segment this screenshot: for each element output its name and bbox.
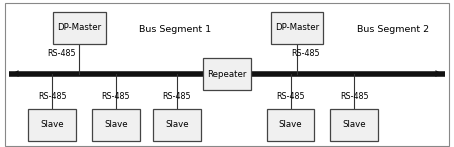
Bar xyxy=(203,58,251,90)
Text: Slave: Slave xyxy=(279,120,302,130)
Bar xyxy=(271,12,323,44)
Text: DP-Master: DP-Master xyxy=(275,23,320,32)
Text: RS-485: RS-485 xyxy=(340,92,369,101)
Text: RS-485: RS-485 xyxy=(38,92,67,101)
Text: Slave: Slave xyxy=(104,120,128,130)
Bar xyxy=(28,109,76,141)
Text: Slave: Slave xyxy=(40,120,64,130)
Text: RS-485: RS-485 xyxy=(163,92,192,101)
Text: Bus Segment 2: Bus Segment 2 xyxy=(357,25,429,34)
Text: Repeater: Repeater xyxy=(207,70,247,79)
Text: RS-485: RS-485 xyxy=(276,92,305,101)
Text: RS-485: RS-485 xyxy=(101,92,130,101)
Text: DP-Master: DP-Master xyxy=(57,23,102,32)
Bar xyxy=(331,109,378,141)
Text: Slave: Slave xyxy=(342,120,366,130)
Bar xyxy=(153,109,201,141)
Bar xyxy=(54,12,105,44)
Text: RS-485: RS-485 xyxy=(291,49,320,58)
Text: Bus Segment 1: Bus Segment 1 xyxy=(139,25,212,34)
Text: Slave: Slave xyxy=(165,120,189,130)
Bar xyxy=(92,109,140,141)
Bar xyxy=(267,109,315,141)
Text: RS-485: RS-485 xyxy=(47,49,75,58)
